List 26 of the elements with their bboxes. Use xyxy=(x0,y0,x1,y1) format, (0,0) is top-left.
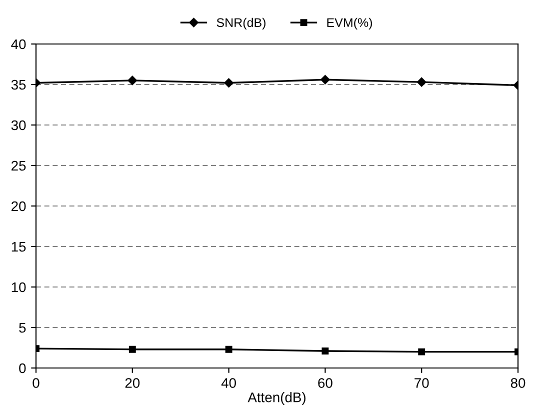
y-tick-label: 25 xyxy=(12,160,26,171)
y-tick-label: 0 xyxy=(19,363,26,374)
y-tick-label: 40 xyxy=(11,39,26,50)
x-axis-title: Atten(dB) xyxy=(248,392,306,405)
x-tick-label: 0 xyxy=(32,378,40,388)
point xyxy=(416,77,426,87)
point xyxy=(322,348,329,354)
y-tick-label: 30 xyxy=(11,120,26,130)
y-tick-label: 5 xyxy=(19,322,26,333)
point xyxy=(128,346,136,353)
x-tick-label: 70 xyxy=(414,378,429,388)
y-tick-label: 20 xyxy=(12,201,26,212)
point xyxy=(418,348,426,356)
x-tick-label: 20 xyxy=(125,378,140,388)
legend-label: SNR(dB) xyxy=(216,18,266,30)
x-tick-label: 60 xyxy=(318,378,332,388)
point xyxy=(128,76,138,86)
x-tick-label: 80 xyxy=(510,378,526,388)
point xyxy=(224,78,234,88)
legend-label: EVM(%) xyxy=(327,18,372,30)
y-tick-label: 10 xyxy=(12,282,26,292)
y-tick-label: 35 xyxy=(11,80,26,90)
point xyxy=(225,346,232,353)
point xyxy=(320,75,330,84)
x-tick-label: 40 xyxy=(221,378,236,388)
y-tick-label: 15 xyxy=(12,242,26,252)
